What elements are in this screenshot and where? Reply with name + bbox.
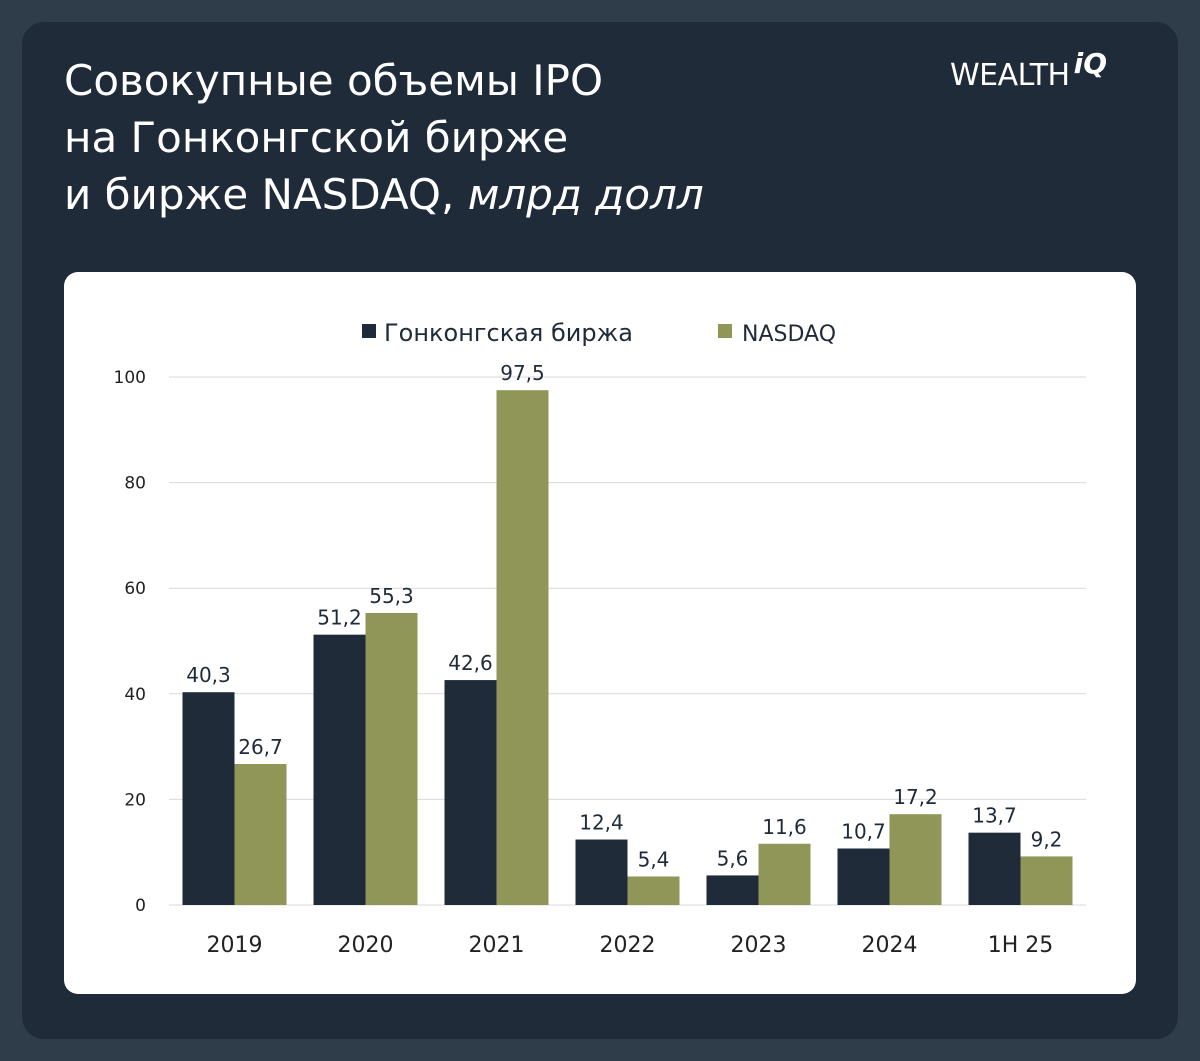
chart-panel: 0 20 40 60 80 100 40,3 26,7 2019 51,2 55,3 2020 42,6…: [64, 272, 1136, 994]
y-tick-label: 0: [135, 896, 146, 916]
data-label-hk: 42,6: [448, 651, 493, 675]
y-tick-label: 80: [124, 474, 146, 494]
title-line-3: и бирже NASDAQ, млрд долл: [64, 166, 704, 223]
data-label-nasdaq: 5,4: [638, 847, 670, 871]
logo-word: WEALTH: [950, 58, 1070, 93]
bar-hk: [968, 832, 1021, 905]
data-label-nasdaq: 11,6: [762, 815, 807, 839]
x-tick-label: 2019: [207, 933, 263, 958]
x-tick-label: 2022: [600, 933, 656, 958]
bar-nasdaq: [627, 876, 680, 905]
bar-nasdaq: [1020, 856, 1073, 905]
data-label-hk: 10,7: [841, 820, 886, 844]
bar-hk: [575, 839, 628, 905]
title-unit: млрд долл: [467, 170, 704, 219]
logo-mark: iQ: [1073, 47, 1108, 80]
bar-chart: 0 20 40 60 80 100 40,3 26,7 2019 51,2 55,3 2020 42,6…: [114, 319, 1086, 958]
data-label-nasdaq: 55,3: [369, 584, 414, 608]
bar-hk: [313, 634, 366, 905]
title-line-1: Совокупные объемы IPO: [64, 56, 604, 105]
bar-nasdaq: [234, 764, 287, 905]
data-label-hk: 13,7: [972, 804, 1017, 828]
bar-nasdaq: [365, 613, 418, 905]
title-line-2: на Гонконгской бирже: [64, 113, 569, 162]
bar-hk: [706, 875, 759, 905]
chart-title: Совокупные объемы IPO на Гонконгской бир…: [64, 52, 704, 223]
legend-label-nasdaq: NASDAQ: [742, 322, 836, 347]
x-tick-label: 2021: [469, 933, 525, 958]
bar-nasdaq: [496, 390, 549, 905]
data-label-nasdaq: 26,7: [238, 735, 283, 759]
data-label-nasdaq: 17,2: [893, 785, 938, 809]
x-tick-label: 2023: [731, 933, 787, 958]
x-tick-label: 2020: [338, 933, 394, 958]
y-tick-label: 100: [114, 368, 146, 388]
wealthiq-logo: WEALTH iQ: [950, 47, 1107, 93]
bar-hk: [444, 680, 497, 905]
bar-hk: [837, 848, 890, 905]
legend-swatch-nasdaq: [718, 324, 732, 338]
data-label-nasdaq: 9,2: [1031, 827, 1063, 851]
bar-nasdaq: [758, 843, 811, 905]
bar-hk: [182, 692, 235, 905]
data-label-hk: 12,4: [579, 811, 624, 835]
y-tick-label: 20: [124, 790, 146, 810]
legend-label-hk: Гонконгская биржа: [384, 319, 633, 347]
data-label-nasdaq: 97,5: [500, 361, 545, 385]
legend-swatch-hk: [362, 324, 376, 338]
data-label-hk: 5,6: [717, 846, 749, 870]
x-tick-label: 2024: [862, 933, 918, 958]
x-tick-label: 1H 25: [988, 933, 1054, 958]
y-tick-label: 60: [124, 579, 146, 599]
data-label-hk: 51,2: [317, 606, 362, 630]
bar-nasdaq: [889, 814, 942, 905]
y-tick-label: 40: [124, 685, 146, 705]
title-line-3-main: и бирже NASDAQ,: [64, 170, 468, 219]
data-label-hk: 40,3: [186, 663, 231, 687]
